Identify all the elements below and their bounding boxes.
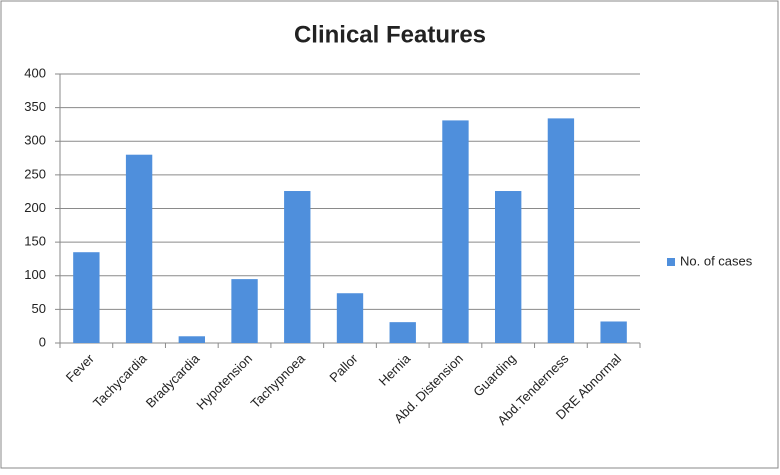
bar [600, 321, 627, 343]
y-tick-label: 200 [24, 200, 46, 215]
y-tick-label: 350 [24, 99, 46, 114]
y-tick-label: 400 [24, 65, 46, 80]
y-tick-label: 100 [24, 267, 46, 282]
bar [178, 336, 205, 343]
y-tick-label: 250 [24, 166, 46, 181]
legend-label: No. of cases [680, 253, 753, 268]
bar [495, 191, 522, 343]
chart-title: Clinical Features [294, 21, 486, 48]
y-tick-label: 150 [24, 234, 46, 249]
bar [284, 191, 311, 343]
bar [336, 293, 364, 343]
bar [389, 322, 416, 343]
bar [442, 120, 469, 343]
bar [231, 279, 258, 343]
bar [125, 154, 153, 343]
bar [73, 252, 100, 343]
bar [547, 118, 575, 343]
legend-swatch [667, 258, 675, 266]
y-tick-label: 0 [39, 334, 46, 349]
y-tick-label: 50 [32, 301, 46, 316]
y-tick-label: 300 [24, 133, 46, 148]
